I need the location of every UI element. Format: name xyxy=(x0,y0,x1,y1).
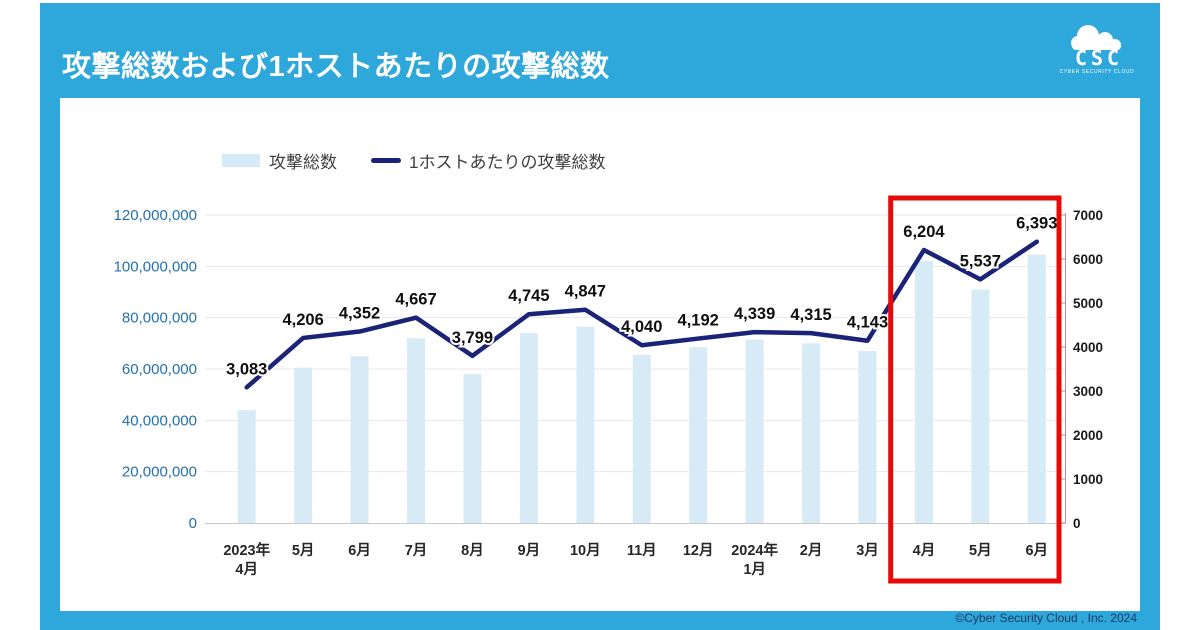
report-card: 攻撃総数および1ホストあたりの攻撃総数 CSC CYBER SECURITY C… xyxy=(40,3,1160,630)
line-legend-label: 1ホストあたりの攻撃総数 xyxy=(409,153,606,172)
bar-legend-swatch xyxy=(222,154,260,167)
line-legend-swatch xyxy=(371,158,401,163)
chart-panel: 攻撃総数 1ホストあたりの攻撃総数 xyxy=(60,98,1140,611)
copyright-text: ©Cyber Security Cloud , Inc. 2024 xyxy=(955,611,1137,625)
bar-legend-label: 攻撃総数 xyxy=(269,153,337,172)
csc-logo: CSC CYBER SECURITY CLOUD xyxy=(1060,23,1134,75)
footer: ©Cyber Security Cloud , Inc. 2024 xyxy=(60,611,1137,628)
cloud-icon xyxy=(1071,25,1121,51)
page-title: 攻撃総数および1ホストあたりの攻撃総数 xyxy=(62,51,610,83)
logo-name: CYBER SECURITY CLOUD xyxy=(1059,69,1135,75)
logo-acronym: CSC xyxy=(1074,46,1124,70)
chart-legend: 攻撃総数 1ホストあたりの攻撃総数 xyxy=(222,148,605,173)
